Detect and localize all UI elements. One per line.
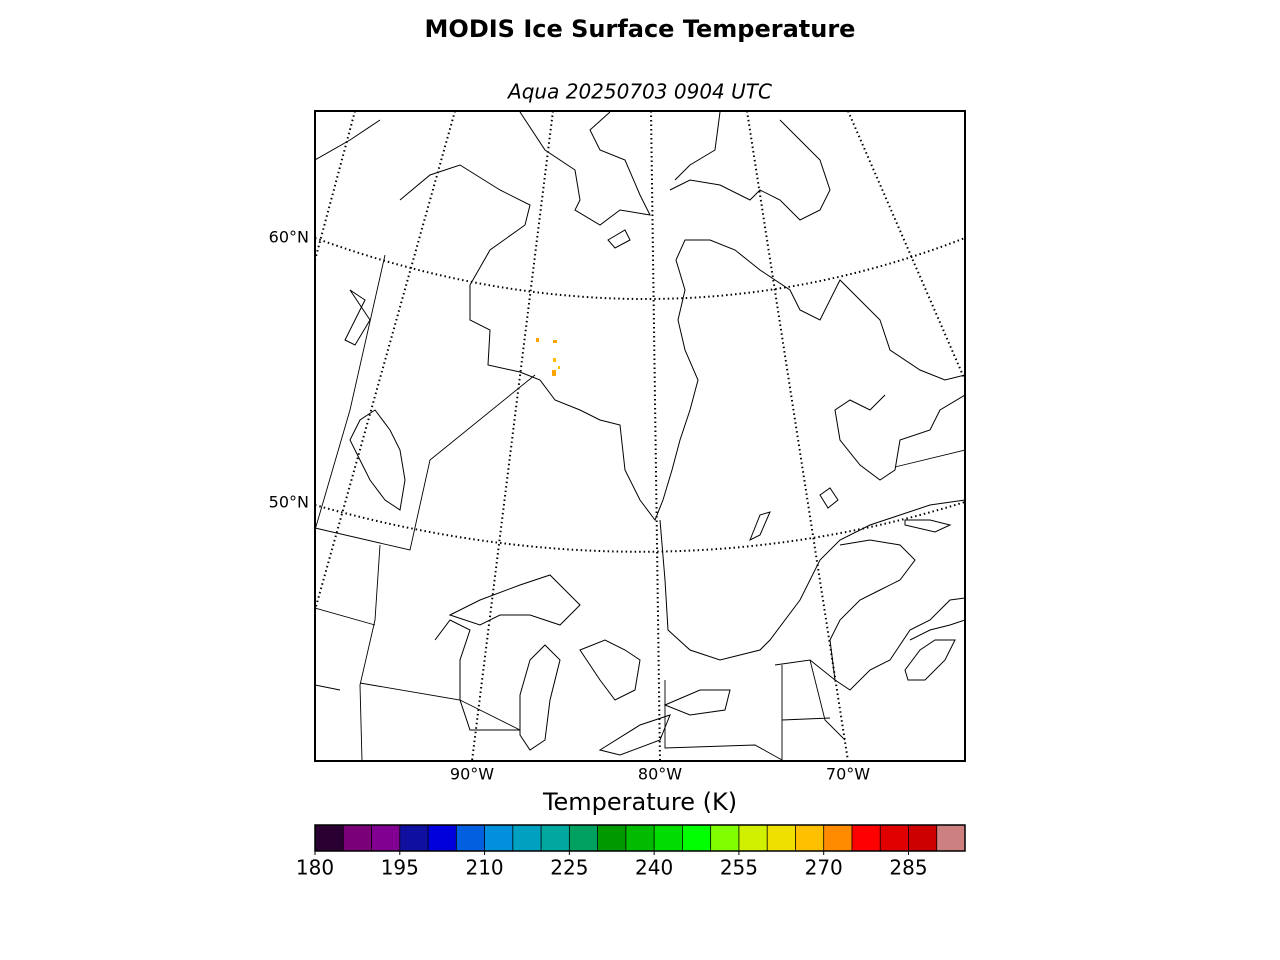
colorbar-tick-label: 285 bbox=[889, 856, 927, 880]
colorbar-segment bbox=[682, 825, 712, 851]
colorbar: 180 195 210 225 240 255 270 285 bbox=[296, 824, 966, 880]
subtitle: Aqua 20250703 0904 UTC bbox=[506, 80, 772, 104]
colorbar-segment bbox=[710, 825, 740, 851]
lon-label: 70°W bbox=[826, 765, 870, 784]
colorbar-segment bbox=[456, 825, 486, 851]
title: MODIS Ice Surface Temperature bbox=[425, 15, 856, 43]
lon-label: 90°W bbox=[450, 765, 494, 784]
colorbar-segment bbox=[399, 825, 429, 851]
colorbar-segment bbox=[625, 825, 655, 851]
colorbar-segment bbox=[597, 825, 627, 851]
map-frame bbox=[314, 110, 966, 762]
colorbar-segment bbox=[484, 825, 514, 851]
colorbar-label: Temperature (K) bbox=[542, 788, 737, 816]
colorbar-segment bbox=[569, 825, 599, 851]
colorbar-segment bbox=[936, 825, 966, 851]
lon-label: 80°W bbox=[638, 765, 682, 784]
colorbar-segment bbox=[823, 825, 853, 851]
colorbar-tick-label: 255 bbox=[720, 856, 758, 880]
colorbar-segment bbox=[767, 825, 796, 851]
map-features bbox=[315, 111, 965, 761]
colorbar-frame bbox=[314, 824, 966, 852]
lat-label: 60°N bbox=[269, 228, 309, 247]
colorbar-segment bbox=[428, 825, 457, 851]
colorbar-segment bbox=[880, 825, 909, 851]
colorbar-segment bbox=[371, 825, 401, 851]
colorbar-segment bbox=[738, 825, 768, 851]
colorbar-segment bbox=[512, 825, 542, 851]
colorbar-segment bbox=[851, 825, 881, 851]
lat-label: 50°N bbox=[269, 493, 309, 512]
colorbar-tick-label: 180 bbox=[296, 856, 334, 880]
colorbar-segment bbox=[343, 825, 373, 851]
colorbar-tick-label: 195 bbox=[381, 856, 419, 880]
colorbar-tick-label: 210 bbox=[465, 856, 503, 880]
colorbar-segment bbox=[908, 825, 938, 851]
colorbar-segment bbox=[541, 825, 570, 851]
colorbar-tick-label: 240 bbox=[635, 856, 673, 880]
colorbar-segment bbox=[654, 825, 683, 851]
colorbar-tick-label: 270 bbox=[805, 856, 843, 880]
colorbar-tick-label: 225 bbox=[550, 856, 588, 880]
colorbar-segment bbox=[315, 825, 344, 851]
colorbar-segment bbox=[795, 825, 825, 851]
